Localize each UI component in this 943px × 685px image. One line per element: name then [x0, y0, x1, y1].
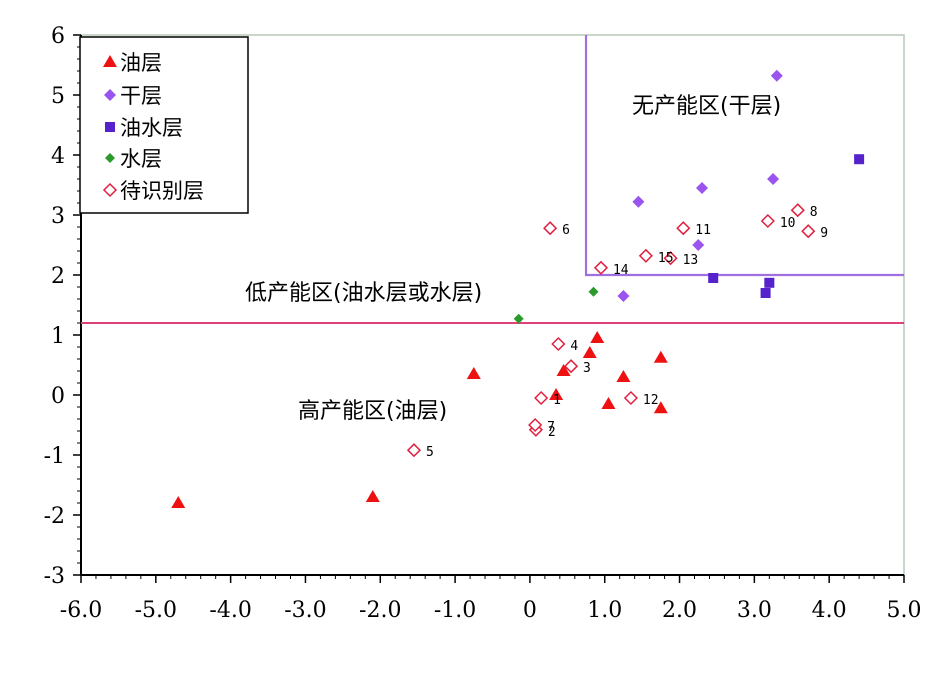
- point-unidentified: [543, 221, 558, 236]
- point-oil-water: [764, 277, 775, 288]
- zone-label-high: 高产能区(油层): [298, 399, 447, 424]
- point-label: 5: [426, 445, 434, 460]
- x-tick-label: -3.0: [284, 598, 326, 623]
- zone-label-dry: 无产能区(干层): [632, 94, 781, 119]
- x-tick-label: 4.0: [812, 598, 847, 623]
- series-water: [513, 286, 599, 324]
- legend-marker-dry: [104, 89, 116, 101]
- y-tick-label: -2: [44, 504, 65, 529]
- point-oil: [653, 401, 668, 414]
- point-unidentified: [406, 443, 422, 458]
- point-unidentified: [593, 260, 609, 275]
- point-oil-water: [760, 288, 771, 298]
- point-unidentified: [638, 248, 653, 263]
- legend-marker-oil: [103, 55, 117, 67]
- x-tick-label: 2.0: [662, 598, 697, 623]
- point-oil-water: [708, 273, 719, 283]
- point-label: 11: [695, 223, 711, 238]
- y-tick-label: -1: [44, 444, 65, 469]
- y-tick-label: 6: [51, 24, 65, 49]
- point-water: [588, 286, 599, 297]
- x-tick-label: -5.0: [135, 598, 177, 623]
- point-label: 13: [683, 253, 699, 268]
- point-label: 15: [658, 251, 674, 266]
- point-water: [513, 313, 524, 324]
- legend-label-unidentified: 待识别层: [120, 179, 204, 203]
- point-dry: [632, 195, 645, 208]
- axes: -6.0 -5.0 -4.0 -3.0 -2.0 -1.0 0 1.0 2.0 3.0 4.0 5.0…: [44, 24, 922, 623]
- point-oil: [653, 350, 668, 363]
- point-dry: [692, 239, 705, 251]
- point-oil: [365, 490, 380, 502]
- x-tick-label: -2.0: [359, 598, 401, 623]
- point-oil: [616, 370, 631, 382]
- point-unidentified: [801, 224, 816, 239]
- point-unidentified: [623, 390, 638, 406]
- legend-marker-unidentified: [102, 182, 118, 198]
- zone-labels: 无产能区(干层) 低产能区(油水层或水层) 高产能区(油层): [245, 94, 781, 424]
- y-tick-label: 1: [51, 324, 65, 349]
- y-tick-label: 3: [51, 204, 65, 229]
- y-tick-label: 0: [51, 384, 65, 409]
- x-tick-label: 5.0: [887, 598, 922, 623]
- point-dry: [617, 290, 630, 302]
- x-tick-label: 0: [523, 598, 537, 623]
- point-unidentified: [790, 203, 805, 218]
- x-tick-label: -4.0: [209, 598, 251, 623]
- point-label: 8: [810, 205, 818, 220]
- point-unidentified: [663, 251, 678, 266]
- series-oil-water: [708, 154, 865, 298]
- legend-marker-water: [105, 153, 115, 163]
- legend-label-water: 水层: [120, 147, 162, 171]
- point-unidentified: [760, 213, 775, 229]
- point-dry: [767, 173, 780, 185]
- point-unidentified: [534, 390, 549, 406]
- legend: 油层 干层 油水层 水层 待识别层: [79, 36, 249, 214]
- x-tick-label: -6.0: [60, 598, 102, 623]
- legend-label-oil: 油层: [120, 51, 162, 75]
- point-label: 10: [780, 216, 796, 231]
- point-label: 9: [820, 226, 828, 241]
- point-oil: [590, 331, 605, 343]
- point-oil: [601, 397, 616, 409]
- point-oil: [549, 388, 564, 400]
- x-tick-label: 1.0: [587, 598, 622, 623]
- legend-label-dry: 干层: [120, 84, 162, 108]
- zone-boundaries: [81, 35, 904, 324]
- point-label: 6: [562, 223, 570, 238]
- legend-marker-oil-water: [105, 122, 115, 132]
- point-label: 2: [548, 425, 556, 440]
- point-unidentified: [528, 417, 543, 433]
- y-tick-label: 2: [51, 264, 65, 289]
- point-label: 4: [570, 339, 578, 354]
- point-oil: [582, 346, 597, 358]
- y-tick-label: 5: [51, 84, 65, 109]
- point-dry: [695, 182, 708, 194]
- point-label: 14: [613, 263, 629, 278]
- point-unidentified: [676, 221, 691, 236]
- x-tick-label: 3.0: [737, 598, 772, 623]
- point-oil-water: [854, 154, 865, 165]
- point-label: 3: [583, 361, 591, 376]
- legend-label-oil-water: 油水层: [120, 116, 183, 140]
- series-oil: [171, 331, 668, 508]
- point-oil: [466, 367, 481, 379]
- point-oil: [171, 496, 186, 508]
- y-tick-label: -3: [44, 564, 65, 589]
- dry-zone-boundary: [584, 35, 904, 277]
- series-dry: [617, 69, 783, 302]
- point-label: 7: [547, 420, 555, 435]
- y-tick-label: 4: [51, 144, 65, 169]
- point-unidentified: [563, 359, 579, 374]
- point-dry: [770, 69, 783, 82]
- point-label: 12: [643, 393, 659, 408]
- point-label: 1: [553, 393, 561, 408]
- point-unidentified: [551, 336, 566, 352]
- point-oil: [556, 364, 571, 376]
- zone-label-low: 低产能区(油水层或水层): [245, 281, 482, 306]
- x-tick-label: -1.0: [434, 598, 476, 623]
